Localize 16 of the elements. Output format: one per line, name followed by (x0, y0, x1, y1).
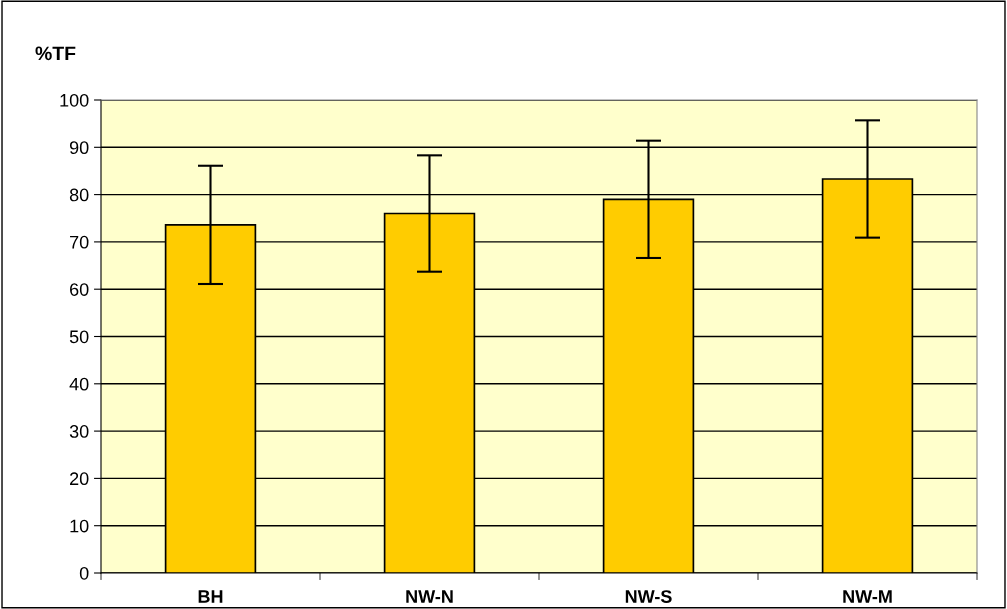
y-tick-label: 20 (70, 472, 89, 486)
y-tick-label: 60 (70, 283, 89, 296)
y-tick-label: 40 (69, 377, 89, 391)
x-tick-label: NW-N (406, 590, 453, 603)
x-tick-label: NW-M (843, 590, 892, 603)
x-tick-label: BH (198, 590, 223, 603)
y-tick-label: 0 (79, 566, 89, 580)
y-tick-label: 70 (70, 235, 89, 249)
y-tick-label: 90 (69, 141, 89, 155)
y-tick-label: 80 (69, 188, 89, 202)
x-tick-label: NW-S (625, 590, 672, 603)
y-axis-title: %TF (35, 46, 76, 61)
y-tick-label: 10 (70, 519, 89, 533)
y-tick-label: 30 (69, 425, 89, 438)
y-tick-label: 50 (69, 330, 89, 344)
y-tick-label: 100 (60, 93, 89, 107)
